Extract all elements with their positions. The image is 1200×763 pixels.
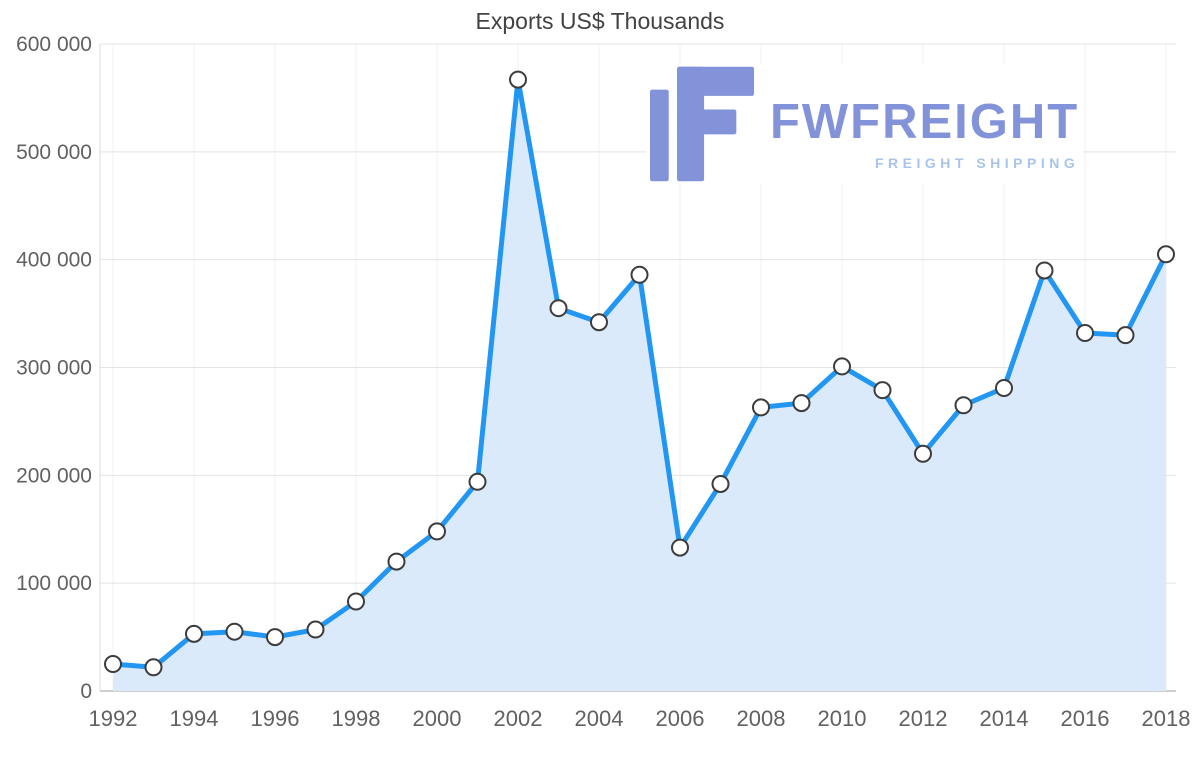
data-point	[914, 444, 932, 463]
data-point	[347, 592, 365, 611]
x-tick-label: 1998	[332, 706, 381, 731]
data-point	[144, 658, 163, 677]
data-point	[225, 622, 244, 641]
data-point	[590, 313, 608, 332]
x-tick-label: 2018	[1142, 706, 1191, 731]
data-point	[630, 265, 649, 284]
y-tick-label: 400 000	[16, 249, 92, 272]
data-point	[549, 299, 568, 318]
data-point	[671, 538, 689, 557]
area-fill	[113, 79, 1166, 691]
x-tick-label: 1992	[89, 706, 138, 731]
data-point	[954, 396, 973, 415]
x-tick-label: 2016	[1061, 706, 1110, 731]
data-point	[873, 381, 892, 400]
data-point	[509, 70, 527, 89]
data-point	[833, 357, 851, 376]
x-tick-label: 2000	[413, 706, 462, 731]
data-point	[306, 620, 325, 639]
data-point	[752, 398, 770, 417]
x-tick-label: 2004	[575, 706, 624, 731]
x-tick-label: 2014	[980, 706, 1029, 731]
data-point	[792, 394, 811, 413]
y-tick-label: 600 000	[16, 33, 92, 56]
data-point	[1035, 261, 1054, 280]
data-point	[1116, 326, 1135, 345]
fwfreight-logo: FWFREIGHT FREIGHT SHIPPING	[646, 64, 1084, 184]
data-point	[468, 472, 487, 491]
chart-title: Exports US$ Thousands	[475, 8, 725, 34]
x-tick-label: 2002	[494, 706, 543, 731]
data-point	[995, 378, 1013, 397]
y-tick-label: 200 000	[16, 464, 92, 487]
y-tick-label: 500 000	[16, 141, 92, 164]
y-tick-label: 300 000	[16, 357, 92, 380]
fwfreight-logo-icon	[650, 66, 754, 182]
y-tick-label: 0	[80, 680, 92, 703]
data-point	[1157, 245, 1175, 264]
data-point	[428, 522, 446, 541]
logo-text: FWFREIGHT FREIGHT SHIPPING	[770, 95, 1080, 172]
data-point	[1076, 323, 1094, 342]
data-point	[104, 655, 122, 674]
logo-wordmark: FWFREIGHT	[770, 95, 1080, 149]
x-tick-label: 2006	[656, 706, 705, 731]
x-tick-label: 2008	[737, 706, 786, 731]
data-point	[711, 474, 730, 493]
y-tick-label: 100 000	[16, 572, 92, 595]
data-point	[185, 624, 203, 643]
x-tick-label: 1994	[170, 706, 219, 731]
x-tick-label: 2012	[899, 706, 948, 731]
x-tick-label: 2010	[818, 706, 867, 731]
data-point	[266, 628, 284, 647]
logo-tagline: FREIGHT SHIPPING	[875, 155, 1080, 171]
x-tick-label: 1996	[251, 706, 300, 731]
data-point	[387, 552, 406, 571]
